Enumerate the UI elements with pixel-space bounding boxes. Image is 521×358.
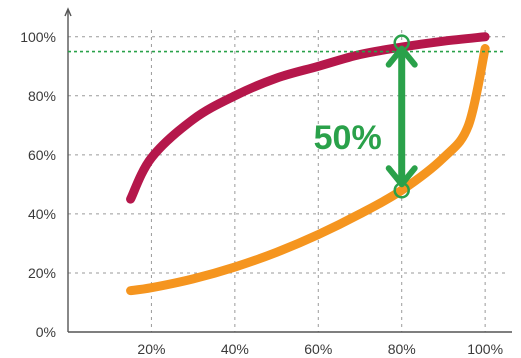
x-tick-label-0: 20% — [137, 341, 165, 357]
y-tick-label-5: 100% — [20, 29, 56, 45]
y-tick-label-2: 40% — [28, 206, 56, 222]
y-tick-label-0: 0% — [36, 324, 56, 340]
series-line-0 — [126, 32, 490, 204]
annotation-layer: 50% — [68, 34, 506, 199]
arrow-head-up — [385, 45, 418, 68]
x-tick-label-3: 80% — [388, 341, 416, 357]
label-layer: 20% 40% 60% 80% 100% 0% 20% 40% 60% 80% 100% — [20, 29, 503, 357]
y-axis-arrow — [64, 7, 72, 17]
x-tick-label-2: 60% — [304, 341, 332, 357]
y-tick-label-1: 20% — [28, 265, 56, 281]
y-tick-label-3: 60% — [28, 147, 56, 163]
annotation-label: 50% — [314, 119, 382, 157]
series-line-1 — [126, 44, 490, 296]
y-tick-label-4: 80% — [28, 88, 56, 104]
arrow-head-down — [385, 165, 418, 188]
axis-layer — [64, 7, 512, 333]
x-tick-label-1: 40% — [221, 341, 249, 357]
series-layer — [126, 32, 490, 296]
x-tick-label-4: 100% — [467, 341, 503, 357]
